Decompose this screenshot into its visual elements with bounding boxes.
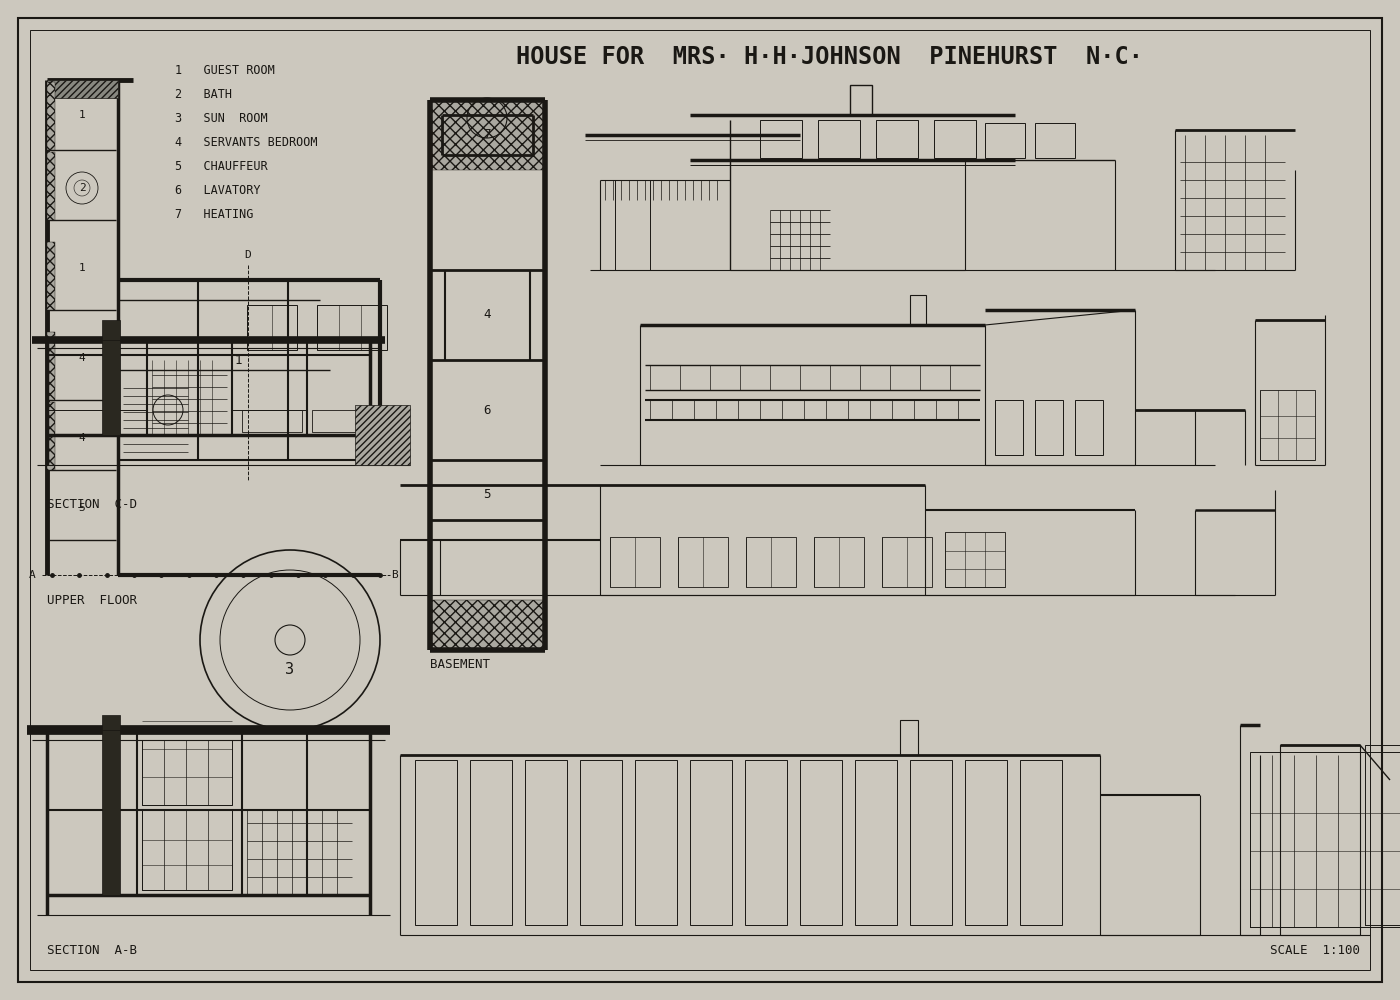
Bar xyxy=(678,537,728,587)
Text: 1: 1 xyxy=(234,354,242,366)
Text: 7: 7 xyxy=(483,128,491,141)
Text: 4: 4 xyxy=(483,308,491,322)
Bar xyxy=(818,120,860,158)
Bar xyxy=(1280,745,1359,935)
Bar xyxy=(690,760,732,925)
Bar xyxy=(312,410,398,432)
Text: 3   SUN  ROOM: 3 SUN ROOM xyxy=(175,111,267,124)
Bar xyxy=(746,537,797,587)
Bar xyxy=(48,402,55,470)
Bar xyxy=(900,720,918,755)
Text: 6   LAVATORY: 6 LAVATORY xyxy=(175,184,260,196)
Bar xyxy=(48,152,55,220)
Text: SCALE  1:100: SCALE 1:100 xyxy=(1270,944,1359,956)
Bar xyxy=(430,600,545,650)
Bar xyxy=(636,760,678,925)
Bar xyxy=(580,760,622,925)
Text: SECTION  C-D: SECTION C-D xyxy=(48,498,137,512)
Bar xyxy=(1035,400,1063,455)
Bar xyxy=(102,320,120,340)
Text: 5   CHAUFFEUR: 5 CHAUFFEUR xyxy=(175,159,267,172)
Bar xyxy=(48,82,55,150)
Text: SECTION  A-B: SECTION A-B xyxy=(48,944,137,956)
Text: 4   SERVANTS BEDROOM: 4 SERVANTS BEDROOM xyxy=(175,135,318,148)
Bar xyxy=(141,810,232,890)
Bar xyxy=(525,760,567,925)
Bar xyxy=(470,760,512,925)
Text: BASEMENT: BASEMENT xyxy=(430,658,490,672)
Text: 1   GUEST ROOM: 1 GUEST ROOM xyxy=(175,64,274,77)
Bar xyxy=(876,120,918,158)
Text: UPPER  FLOOR: UPPER FLOOR xyxy=(48,593,137,606)
Bar xyxy=(945,532,1005,587)
Bar xyxy=(141,740,232,805)
Text: 3: 3 xyxy=(286,662,294,678)
Bar xyxy=(356,405,410,465)
Text: 4: 4 xyxy=(78,353,85,363)
Bar xyxy=(910,760,952,925)
Bar xyxy=(855,760,897,925)
Bar xyxy=(799,760,841,925)
Bar xyxy=(48,80,118,98)
Bar xyxy=(745,760,787,925)
Bar xyxy=(242,410,302,432)
Text: 1: 1 xyxy=(78,263,85,273)
Bar xyxy=(316,305,386,350)
Bar xyxy=(1365,745,1400,925)
Bar xyxy=(246,305,297,350)
Bar xyxy=(102,715,120,730)
Bar xyxy=(48,242,55,310)
Bar xyxy=(1250,752,1400,927)
Text: 5: 5 xyxy=(483,488,491,502)
Bar xyxy=(1075,400,1103,455)
Bar xyxy=(910,295,925,325)
Bar xyxy=(986,123,1025,158)
Bar xyxy=(102,340,120,435)
Bar xyxy=(414,760,456,925)
Text: 1: 1 xyxy=(78,110,85,120)
Bar xyxy=(1021,760,1063,925)
Bar xyxy=(850,85,872,115)
Bar xyxy=(934,120,976,158)
Text: 5: 5 xyxy=(78,503,85,513)
Text: D: D xyxy=(245,250,252,260)
Bar xyxy=(882,537,932,587)
Text: 4: 4 xyxy=(78,433,85,443)
Text: 7   HEATING: 7 HEATING xyxy=(175,208,253,221)
Bar xyxy=(1035,123,1075,158)
Bar xyxy=(965,760,1007,925)
Bar xyxy=(995,400,1023,455)
Bar xyxy=(102,730,120,895)
Bar xyxy=(760,120,802,158)
Bar xyxy=(48,332,55,400)
Bar xyxy=(1260,390,1315,460)
Text: 2   BATH: 2 BATH xyxy=(175,88,232,101)
Text: 2: 2 xyxy=(78,183,85,193)
Text: A: A xyxy=(28,570,35,580)
Bar xyxy=(610,537,659,587)
Bar xyxy=(430,100,545,170)
Text: 6: 6 xyxy=(483,403,491,416)
Text: HOUSE FOR  MRS· H·H·JOHNSON  PINEHURST  N·C·: HOUSE FOR MRS· H·H·JOHNSON PINEHURST N·C… xyxy=(517,45,1144,69)
Bar xyxy=(813,537,864,587)
Text: B: B xyxy=(392,570,399,580)
